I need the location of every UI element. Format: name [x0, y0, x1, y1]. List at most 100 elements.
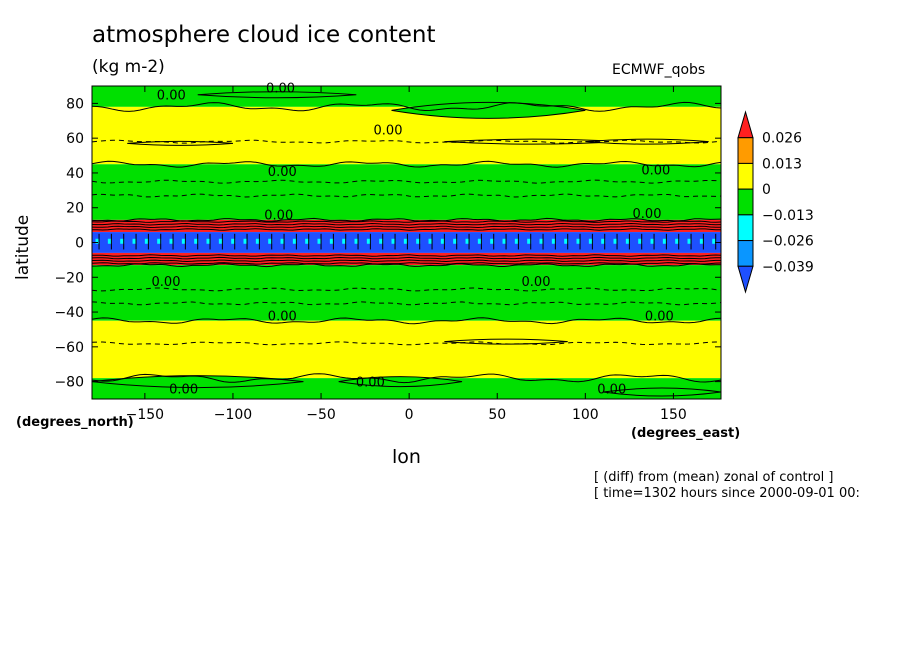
colorbar-label: 0.013 — [762, 156, 802, 172]
contour-label: 0.00 — [157, 89, 186, 104]
contour-line — [91, 341, 722, 346]
equator-mark — [687, 238, 692, 244]
x-tick-label: 0 — [405, 407, 414, 423]
contour-line — [91, 225, 722, 229]
contour-label: 0.00 — [268, 310, 297, 325]
equator-mark — [194, 238, 199, 244]
equator-mark — [218, 238, 223, 244]
y-tick-label: 40 — [66, 166, 84, 182]
equator-mark — [144, 238, 149, 244]
equator-mark — [564, 238, 569, 244]
contour-line — [91, 179, 722, 184]
contour-line — [91, 262, 722, 265]
equator-mark — [465, 238, 470, 244]
colorbar-label: −0.013 — [762, 208, 814, 224]
equator-mark — [255, 238, 260, 244]
colorbar-swatch — [737, 214, 754, 242]
y-tick-label: −40 — [54, 305, 84, 321]
equator-mark — [477, 238, 482, 244]
ice-patch — [444, 338, 568, 345]
equator-mark — [440, 238, 445, 244]
equator-mark — [206, 238, 211, 244]
contour-label: 0.00 — [268, 165, 297, 180]
equator-mark — [613, 238, 618, 244]
contour-line — [91, 259, 721, 263]
y-tick-label: 20 — [66, 201, 84, 217]
x-tick-label: 150 — [660, 407, 687, 423]
x-tick-label: −50 — [306, 407, 336, 423]
ice-patch — [127, 140, 233, 146]
contour-line — [91, 101, 722, 112]
x-tick-label: −100 — [214, 407, 252, 423]
colorbar-label: 0.026 — [762, 131, 802, 147]
lat-band-0 — [92, 86, 721, 107]
x-axis-label: lon — [392, 446, 421, 468]
equator-mark — [539, 238, 544, 244]
equator-mark — [169, 238, 174, 244]
equator-mark — [416, 238, 421, 244]
equator-mark — [95, 238, 100, 244]
contour-label: 0.00 — [522, 275, 551, 290]
equator-mark — [243, 238, 248, 244]
colorbar-label: 0 — [762, 182, 771, 198]
equator-mark — [354, 238, 359, 244]
ice-patch — [391, 101, 586, 119]
y-tick-label: −20 — [54, 270, 84, 286]
contour-label: 0.00 — [374, 123, 403, 138]
equator-mark — [601, 238, 606, 244]
colorbar-label: −0.039 — [762, 259, 814, 275]
contour-label: 0.00 — [597, 383, 626, 398]
lat-band-6 — [92, 265, 721, 321]
model-label: ECMWF_qobs — [612, 62, 706, 78]
contour-label: 0.00 — [264, 209, 293, 224]
lat-band-2 — [92, 164, 721, 220]
contour-line — [91, 160, 722, 168]
colorbar-swatch — [737, 265, 754, 294]
colorbar-label: −0.026 — [762, 234, 814, 250]
contour-line — [91, 317, 722, 325]
equator-mark — [551, 238, 556, 244]
chart-units: (kg m-2) — [92, 57, 165, 77]
equator-mark — [576, 238, 581, 244]
x-tick-label: −150 — [126, 407, 164, 423]
contour-line — [91, 287, 722, 292]
equator-mark — [292, 238, 297, 244]
ice-patch — [197, 91, 357, 99]
equator-mark — [588, 238, 593, 244]
equator-mark — [712, 238, 717, 244]
equator-mark — [366, 238, 371, 244]
colorbar-swatch — [737, 162, 754, 190]
equator-mark — [490, 238, 495, 244]
contour-line — [91, 373, 722, 384]
y-tick-label: −80 — [54, 375, 84, 391]
contour-label: 0.00 — [641, 163, 670, 178]
equator-mark — [329, 238, 334, 244]
y-tick-label: 80 — [66, 96, 84, 112]
equator-mark — [181, 238, 186, 244]
contour-line — [91, 139, 722, 144]
equator-mark — [157, 238, 162, 244]
equator-mark — [514, 238, 519, 244]
equator-mark — [342, 238, 347, 244]
equator-mark — [231, 238, 236, 244]
contour-label: 0.00 — [356, 376, 385, 391]
colorbar-swatch — [737, 137, 754, 164]
contour-label: 0.00 — [169, 383, 198, 398]
equator-mark — [403, 238, 408, 244]
equator-mark — [391, 238, 396, 244]
contour-line — [91, 263, 721, 268]
equator-mark — [379, 238, 384, 244]
colorbar-swatch — [737, 110, 754, 139]
equator-mark — [107, 238, 112, 244]
ice-patch — [585, 138, 709, 145]
contour-line — [91, 217, 722, 222]
contour-line — [91, 193, 722, 198]
lat-band-7 — [92, 320, 721, 379]
contour-line — [91, 222, 722, 226]
x-axis-units: (degrees_east) — [631, 426, 741, 441]
diff-note: [ (diff) from (mean) zonal of control ] — [594, 470, 834, 485]
colorbar-swatch — [737, 240, 754, 267]
ice-patch — [338, 376, 463, 388]
contour-line — [91, 301, 722, 306]
